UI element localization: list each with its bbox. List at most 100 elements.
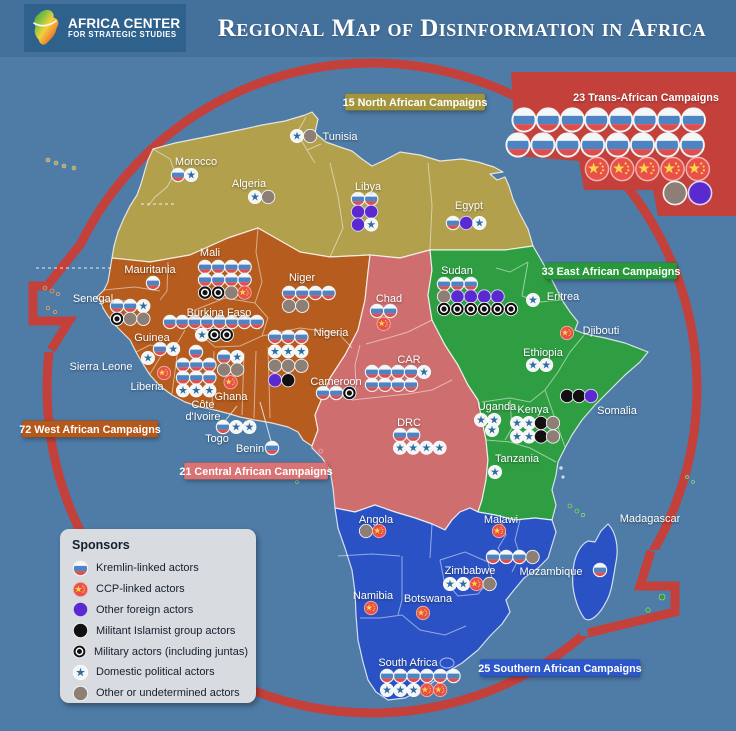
country-icons	[141, 351, 154, 364]
star-icon	[290, 129, 303, 142]
star-icon	[248, 190, 261, 203]
black-icon	[533, 415, 549, 431]
star-icon	[488, 465, 501, 478]
legend-item-star: Domestic political actors	[72, 662, 248, 683]
purple-icon	[477, 289, 492, 304]
country-label: Libya	[355, 181, 382, 193]
country-label: Sierra Leone	[70, 361, 133, 373]
ru-icon	[630, 133, 654, 158]
military-icon	[72, 644, 87, 659]
star-icon	[243, 420, 256, 433]
ccp-icon	[224, 376, 237, 389]
ru-icon	[536, 108, 560, 133]
country-label: Mozambique	[520, 566, 583, 578]
country-botswana: Botswana	[404, 593, 453, 620]
country-label: South Africa	[378, 657, 438, 669]
country-madagascar: Madagascar	[593, 513, 681, 577]
ccp-icon	[661, 157, 684, 180]
purple-icon	[463, 289, 478, 304]
star-icon	[522, 416, 535, 429]
star-icon	[282, 345, 295, 358]
country-zimbabwe: Zimbabwe	[443, 565, 497, 591]
ru-icon	[198, 260, 212, 274]
purple-icon	[364, 204, 379, 219]
ru-icon	[404, 378, 418, 392]
star-icon	[443, 577, 456, 590]
ru-icon	[584, 108, 608, 133]
ccp-icon	[434, 683, 447, 696]
legend-item-label: Other foreign actors	[96, 603, 194, 616]
country-drc: DRC	[393, 417, 446, 454]
star-icon	[365, 218, 378, 231]
region-label-text: 25 Southern African Campaigns	[478, 663, 641, 675]
star-icon	[433, 441, 446, 454]
ru-icon	[189, 345, 203, 359]
disputed-border-dashed	[36, 203, 174, 269]
military-icon	[490, 301, 506, 317]
country-label: Angola	[359, 514, 394, 526]
ru-icon	[593, 563, 607, 577]
ru-icon	[609, 108, 633, 133]
legend-item-label: Kremlin-linked actors	[96, 562, 199, 575]
ccp-icon	[420, 683, 433, 696]
gray-icon	[136, 311, 151, 326]
header-bar: AFRICA CENTER FOR STRATEGIC STUDIES Regi…	[0, 0, 736, 57]
region-label-text: 33 East African Campaigns	[542, 266, 681, 278]
country-icons	[492, 524, 505, 537]
country-label: Kenya	[517, 404, 549, 416]
ru-icon	[406, 428, 420, 442]
ru-icon	[329, 386, 343, 400]
region-label-text: 21 Central African Campaigns	[179, 466, 332, 478]
ru-icon	[265, 441, 279, 455]
ru-icon	[123, 299, 137, 313]
legend-item-label: Military actors (including juntas)	[93, 645, 248, 658]
country-label: Tunisia	[322, 131, 358, 143]
sponsors-legend: Sponsors Kremlin-linked actors CCP-linked…	[60, 529, 256, 703]
country-label: Mali	[200, 247, 220, 259]
ru-icon	[238, 260, 252, 274]
black-icon	[571, 388, 587, 404]
legend-item-purple: Other foreign actors	[72, 600, 248, 621]
country-sudan: Sudan	[437, 265, 519, 317]
legend-item-label: Other or undetermined actors	[96, 687, 240, 700]
country-malawi: Malawi	[484, 514, 518, 538]
ru-icon	[560, 108, 584, 133]
red-campaign-circle	[28, 58, 702, 718]
ru-icon	[506, 133, 530, 158]
military-icon	[449, 301, 465, 317]
region-label-box	[183, 462, 329, 480]
black-icon	[559, 388, 575, 404]
country-somalia: Somalia	[559, 388, 638, 417]
africa-center-logo-icon	[32, 9, 59, 45]
ru-icon	[268, 330, 282, 344]
legend-item-military: Military actors (including juntas)	[72, 641, 248, 662]
ru-icon	[282, 286, 296, 300]
ru-icon	[655, 133, 679, 158]
country-car: CAR	[365, 354, 431, 392]
country-icons	[364, 601, 377, 614]
country-label: Somalia	[597, 405, 638, 417]
legend-item-ccp: CCP-linked actors	[72, 579, 248, 600]
ccp-icon	[416, 606, 429, 619]
country-icons	[351, 192, 378, 231]
country-icons	[593, 563, 607, 577]
purple-icon	[350, 204, 366, 219]
star-icon	[137, 299, 150, 312]
legend-item-label: Militant Islamist group actors	[96, 624, 236, 637]
ru-icon	[531, 133, 555, 158]
ccp-icon	[373, 524, 386, 537]
military-icon	[210, 285, 226, 301]
country-label: CAR	[397, 354, 420, 366]
country-label: Senegal	[73, 293, 113, 305]
country-label: Burkina Faso	[187, 307, 252, 319]
purple-icon	[490, 289, 505, 304]
country-label: Guinea	[134, 332, 170, 344]
star-icon	[185, 168, 198, 181]
star-icon	[394, 683, 407, 696]
gray-icon	[261, 189, 276, 205]
purple-icon	[583, 388, 599, 404]
star-icon	[526, 293, 539, 306]
logo-text: AFRICA CENTER FOR STRATEGIC STUDIES	[68, 16, 180, 39]
star-icon	[457, 577, 470, 590]
ccp-icon	[72, 581, 89, 598]
